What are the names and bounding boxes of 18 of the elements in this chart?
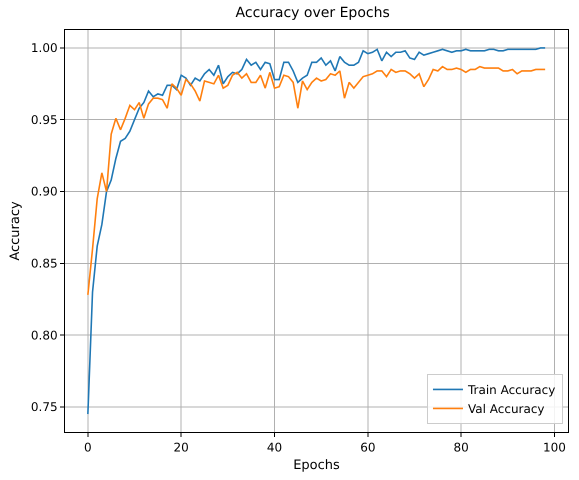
x-tick-label: 20 — [174, 440, 189, 454]
y-axis-title: Accuracy — [8, 201, 23, 261]
y-tick-label: 0.75 — [30, 400, 58, 414]
x-tick-label: 0 — [84, 440, 92, 454]
legend-label: Train Accuracy — [466, 383, 556, 398]
y-tick-label: 0.85 — [30, 256, 58, 270]
x-tick-label: 100 — [543, 440, 566, 454]
x-tick-label: 60 — [360, 440, 376, 454]
legend-label: Val Accuracy — [468, 402, 545, 416]
y-tick-label: 1.00 — [30, 41, 58, 56]
x-tick-label: 80 — [454, 440, 469, 454]
y-tick-label: 0.80 — [30, 328, 58, 342]
x-tick-label: 40 — [266, 440, 282, 454]
x-axis-title: Epochs — [293, 458, 340, 473]
line-series — [87, 66, 546, 296]
y-tick-label: 0.90 — [30, 184, 58, 199]
y-tick-label: 0.95 — [30, 112, 58, 127]
chart-title: Accuracy over Epochs — [236, 5, 390, 21]
